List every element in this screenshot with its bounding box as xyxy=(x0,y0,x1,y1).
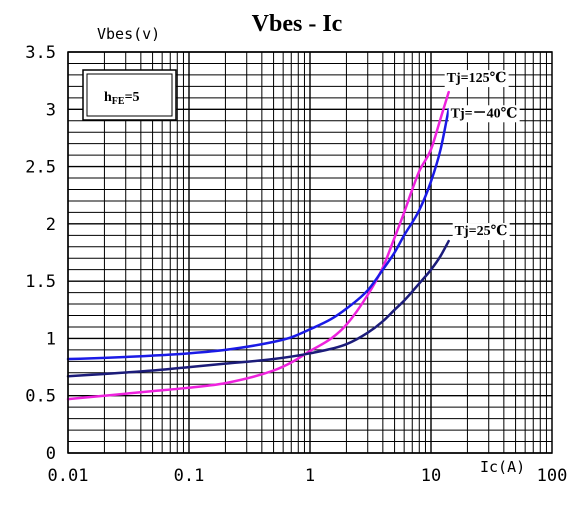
series-label-background xyxy=(452,223,510,241)
series-line xyxy=(66,90,450,401)
series-label-background xyxy=(444,70,509,88)
condition-box-inner-frame xyxy=(86,73,173,117)
chart-labels: Vbes - Ic Vbes(v) Ic(A) xyxy=(92,8,534,476)
x-tick-label: 100 xyxy=(537,466,568,486)
series-label: Tj=125℃ xyxy=(447,71,507,86)
x-axis-label: Ic(A) xyxy=(480,458,525,476)
y-tick-label: 0 xyxy=(46,444,56,464)
y-tick-label: 3 xyxy=(46,100,56,120)
y-axis-label: Vbes(v) xyxy=(97,25,160,43)
series-labels: Tj=125℃ Tj=－40℃ Tj=25℃ xyxy=(444,70,520,241)
series-label-background xyxy=(448,105,520,123)
x-axis-label-background xyxy=(476,456,534,476)
y-tick-label: 1.5 xyxy=(25,272,56,292)
x-tick-label: 1 xyxy=(305,466,315,486)
x-tick-label: 10 xyxy=(421,466,441,486)
tick-labels: 0.01 0.1 1 10 100 0 0.5 1 1.5 2 2.5 3 3.5 xyxy=(25,43,567,486)
condition-box: hFE=5 xyxy=(82,69,177,121)
y-tick-label: 2.5 xyxy=(25,158,56,178)
series-lines xyxy=(66,90,450,401)
series-label: Tj=25℃ xyxy=(455,224,508,239)
series-line xyxy=(66,108,450,361)
x-tick-label: 0.1 xyxy=(174,466,205,486)
condition-text: hFE=5 xyxy=(104,90,140,107)
y-tick-label: 3.5 xyxy=(25,43,56,63)
series-line xyxy=(66,239,450,378)
y-tick-label: 2 xyxy=(46,215,56,235)
condition-main: h xyxy=(104,90,112,105)
condition-subscript: FE xyxy=(112,96,125,107)
x-tick-label: 0.01 xyxy=(48,466,89,486)
series-label: Tj=－40℃ xyxy=(451,106,518,121)
condition-suffix: =5 xyxy=(125,90,140,105)
y-axis-label-background xyxy=(92,22,174,42)
condition-box-frame xyxy=(82,69,177,121)
title-background xyxy=(244,8,350,34)
plot-frame xyxy=(67,51,553,454)
y-tick-label: 1 xyxy=(46,329,56,349)
y-tick-label: 0.5 xyxy=(25,387,56,407)
chart-title: Vbes - Ic xyxy=(252,11,343,37)
